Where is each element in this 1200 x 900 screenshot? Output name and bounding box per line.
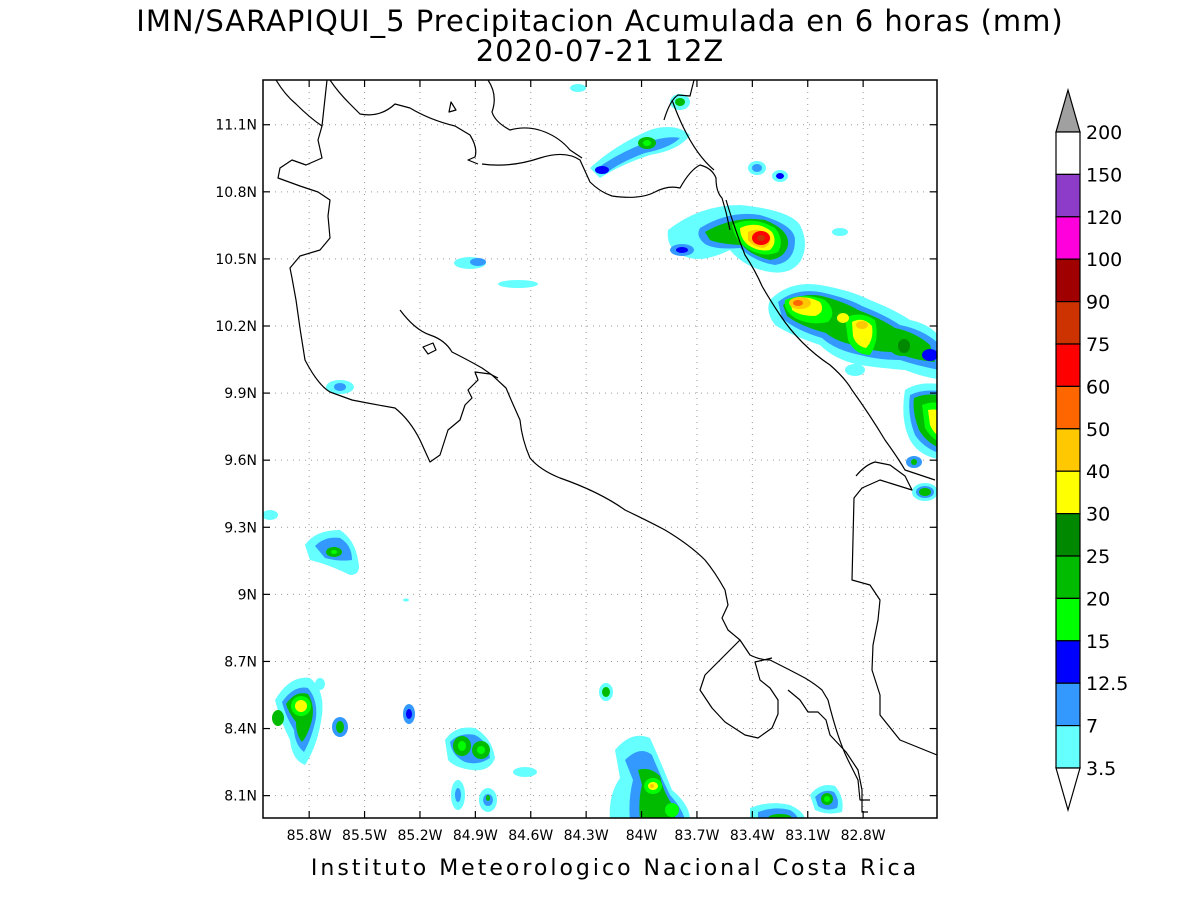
rain-cell-northern-scattered: [263, 84, 848, 520]
colorbar-swatch: [1055, 173, 1081, 218]
lake-nicaragua-south-shore: [329, 80, 479, 165]
map-frame: [262, 79, 938, 819]
map-grid: [263, 80, 937, 818]
lat-tick-label: 9N: [238, 587, 257, 603]
latitude-axis: 11.1N 10.8N 10.5N 10.2N 9.9N 9.6N 9.3N 9N 8.7N 8.…: [215, 118, 937, 805]
lon-tick-label: 83.7W: [674, 828, 719, 844]
lon-tick-label: 85.8W: [287, 828, 332, 844]
colorbar-swatch: [1055, 512, 1081, 557]
longitude-axis: 85.8W 85.5W 85.2W 84.9W 84.6W 84.3W 84W 83.7W 83…: [287, 80, 886, 844]
colorbar-swatch: [1055, 301, 1081, 345]
colorbar-label: 3.5: [1086, 758, 1116, 780]
lat-tick-label: 8.7N: [224, 654, 257, 670]
rain-cell-south-central: [445, 683, 613, 812]
lat-tick-label: 11.1N: [215, 118, 257, 134]
coastlines-and-borders: [275, 80, 937, 813]
colorbar-swatch: [1055, 343, 1081, 388]
lon-tick-label: 83.1W: [785, 828, 830, 844]
colorbar-label: 100: [1086, 249, 1122, 271]
rain-cell-east-edge: [845, 349, 937, 501]
rain-cell-south-east: [609, 735, 843, 818]
colorbar-over-arrow: [1055, 87, 1081, 133]
colorbar-label: 20: [1086, 588, 1110, 610]
colorbar-swatch: [1055, 131, 1081, 176]
osa-peninsula: [699, 639, 779, 739]
map-title: IMN/SARAPIQUI_5 Precipitacion Acumulada …: [136, 4, 1064, 38]
colorbar-label: 30: [1086, 504, 1110, 526]
colorbar-label: 90: [1086, 292, 1110, 314]
lon-tick-label: 84.3W: [564, 828, 609, 844]
caribbean-coast: [725, 199, 936, 481]
lon-tick-label: 84.6W: [508, 828, 553, 844]
lat-tick-label: 10.5N: [215, 252, 257, 268]
colorbar-swatch: [1055, 682, 1081, 727]
colorbar-swatch: [1055, 640, 1081, 684]
lat-tick-label: 8.1N: [224, 789, 257, 805]
lon-tick-label: 85.5W: [342, 828, 387, 844]
colorbar-label: 12.5: [1086, 673, 1128, 695]
colorbar-label: 7: [1086, 716, 1098, 738]
rain-cell-ne-band: [768, 284, 937, 379]
lat-tick-label: 8.4N: [224, 722, 257, 738]
colorbar-label: 200: [1086, 122, 1122, 144]
colorbar-swatch: [1055, 216, 1081, 260]
lon-tick-label: 83.4W: [730, 828, 775, 844]
colorbar-label: 75: [1086, 334, 1110, 356]
map-subtitle-date: 2020-07-21 12Z: [475, 34, 725, 68]
colorbar-swatch: [1055, 597, 1081, 642]
lat-tick-label: 9.3N: [224, 520, 257, 536]
colorbar-swatch: [1055, 428, 1081, 472]
gulf-nicoya-east: [399, 309, 870, 801]
colorbar-swatch: [1055, 724, 1081, 769]
colorbar-swatch: [1055, 258, 1081, 303]
precipitation-field: [263, 84, 937, 818]
lat-tick-label: 10.2N: [215, 319, 257, 335]
colorbar-legend: 200 150 120 100 90 75 60 50 40 30 25 20 15 12.5 7 3.5: [1055, 87, 1128, 813]
lon-tick-label: 85.2W: [397, 828, 442, 844]
lat-tick-label: 9.9N: [224, 386, 257, 402]
lon-tick-label: 84.9W: [453, 828, 498, 844]
colorbar-label: 25: [1086, 546, 1110, 568]
rain-cell-southwest: [272, 598, 415, 765]
border-nicaragua-costa-rica: [277, 125, 331, 301]
colorbar-swatch: [1055, 470, 1081, 515]
colorbar-swatch: [1055, 385, 1081, 430]
lat-tick-label: 9.6N: [224, 453, 257, 469]
colorbar-label: 150: [1086, 164, 1122, 186]
footer-credit: Instituto Meteorologico Nacional Costa R…: [310, 856, 920, 881]
colorbar-swatch: [1055, 555, 1081, 600]
colorbar-under-arrow: [1055, 767, 1081, 813]
lon-tick-label: 84W: [626, 828, 658, 844]
colorbar-label: 40: [1086, 461, 1110, 483]
lat-tick-label: 10.8N: [215, 185, 257, 201]
colorbar-label: 50: [1086, 419, 1110, 441]
rain-cell-ne-main: [667, 205, 805, 273]
lon-tick-label: 82.8W: [841, 828, 886, 844]
colorbar-label: 15: [1086, 631, 1110, 653]
border-costa-rica-panama: [851, 461, 937, 756]
island-gulf-nicoya: [422, 342, 437, 355]
colorbar-label: 120: [1086, 207, 1122, 229]
island-small-north: [448, 101, 457, 113]
lake-nicaragua-shore: [275, 80, 328, 127]
colorbar-label: 60: [1086, 376, 1110, 398]
rain-cell-west-middle: [305, 530, 359, 575]
nicoya-gulf-west: [295, 299, 499, 463]
